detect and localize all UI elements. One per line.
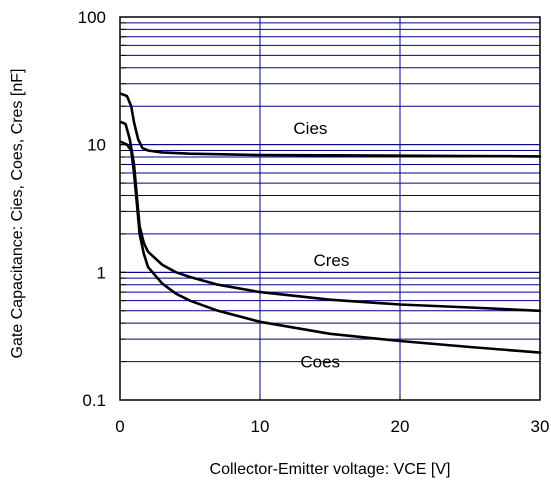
series-label-cies: Cies [293,119,327,138]
x-tick-label: 10 [251,417,270,436]
y-tick-label: 1 [97,263,106,282]
x-tick-label: 0 [115,417,124,436]
series-line-cies [120,92,542,158]
series-line-coes [120,140,542,354]
x-tick-labels: 0 10 20 30 [115,417,549,436]
y-tick-label: 10 [87,136,106,155]
x-axis-title: Collector-Emitter voltage: VCE [V] [210,461,451,478]
series-lines [120,92,542,354]
series-label-coes: Coes [300,353,340,372]
grid [120,17,540,400]
tick-marks [119,16,541,401]
plot-frame [119,16,541,401]
x-tick-label: 20 [391,417,410,436]
x-tick-label: 30 [531,417,550,436]
series-labels: Cies Cres Coes [293,119,349,372]
y-axis-title: Gate Capacitance: Cies, Coes, Cres [nF] [9,69,26,359]
y-tick-labels: 0.1 1 10 100 [78,8,106,410]
y-tick-label: 100 [78,8,106,27]
series-label-cres: Cres [313,251,349,270]
y-tick-label: 0.1 [82,391,106,410]
